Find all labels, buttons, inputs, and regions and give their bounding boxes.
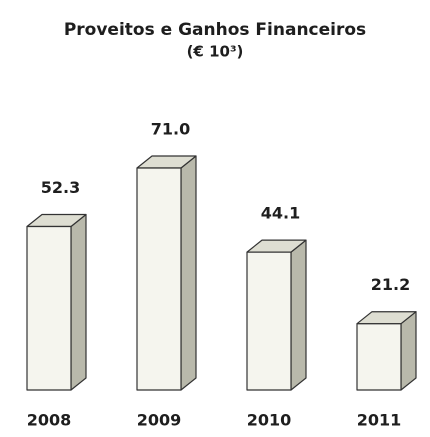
bar-side	[180, 155, 197, 391]
chart-title: Proveitos e Ganhos Financeiros	[64, 20, 366, 40]
bar-side	[290, 239, 307, 391]
bar	[136, 167, 182, 391]
value-label: 21.2	[371, 275, 410, 294]
bar-side	[70, 213, 87, 391]
value-label: 52.3	[41, 178, 80, 197]
bar	[246, 251, 292, 391]
bar	[26, 225, 72, 391]
x-tick-label: 2009	[137, 411, 182, 430]
x-tick-label: 2011	[357, 411, 402, 430]
bar-side	[400, 311, 417, 391]
chart-subtitle: (€ 10³)	[187, 43, 244, 61]
value-label: 71.0	[151, 120, 190, 139]
value-label: 44.1	[261, 204, 300, 223]
x-tick-label: 2010	[247, 411, 292, 430]
x-tick-label: 2008	[27, 411, 72, 430]
bar	[356, 323, 402, 391]
